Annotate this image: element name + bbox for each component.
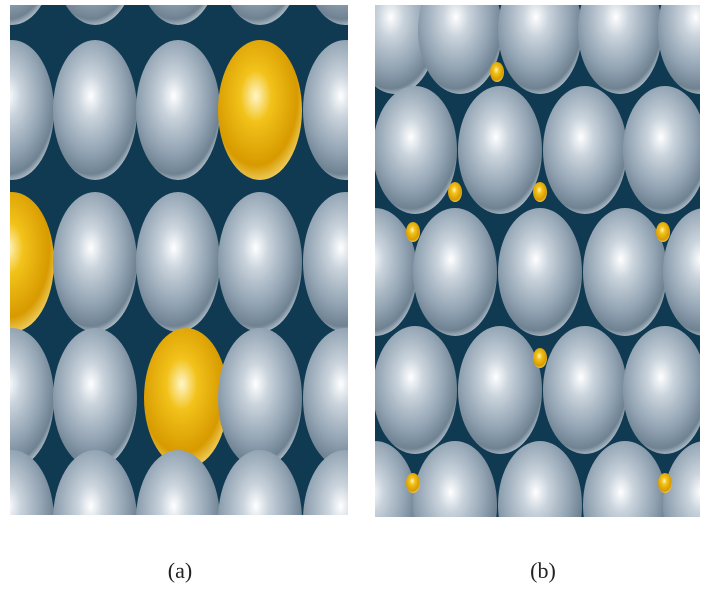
panel-a-atoms <box>0 0 387 590</box>
host-atom <box>218 328 302 468</box>
host-atom <box>303 192 387 332</box>
host-atom <box>373 86 457 214</box>
figure: (a) (b) <box>0 0 702 593</box>
host-atom <box>136 40 220 180</box>
host-atom <box>413 208 497 336</box>
host-atom <box>543 86 627 214</box>
host-atom <box>303 328 387 468</box>
interstitial-atom <box>658 473 672 493</box>
interstitial-atom <box>533 182 547 202</box>
host-atom <box>498 208 582 336</box>
panel-label: (b) <box>530 558 556 583</box>
host-atom <box>53 328 137 468</box>
host-atom <box>583 208 667 336</box>
interstitial-atom <box>406 473 420 493</box>
interstitial-atom <box>448 182 462 202</box>
solute-atom <box>218 40 302 180</box>
host-atom <box>53 192 137 332</box>
interstitial-atom <box>406 222 420 242</box>
host-atom <box>458 326 542 454</box>
host-atom <box>303 40 387 180</box>
host-atom <box>53 40 137 180</box>
host-atom <box>53 450 137 590</box>
interstitial-atom <box>656 222 670 242</box>
interstitial-atom <box>490 62 504 82</box>
host-atom <box>543 326 627 454</box>
solute-atom <box>144 328 228 468</box>
host-atom <box>136 192 220 332</box>
host-atom <box>458 86 542 214</box>
panel-label: (a) <box>168 558 192 583</box>
host-atom <box>373 326 457 454</box>
host-atom <box>413 441 497 569</box>
host-atom <box>218 450 302 590</box>
page: {"panels": [{"label": "(a)"}, {"label": … <box>0 0 702 593</box>
host-atom <box>583 441 667 569</box>
interstitial-atom <box>533 348 547 368</box>
host-atom <box>498 441 582 569</box>
host-atom <box>218 192 302 332</box>
host-atom <box>303 450 387 590</box>
